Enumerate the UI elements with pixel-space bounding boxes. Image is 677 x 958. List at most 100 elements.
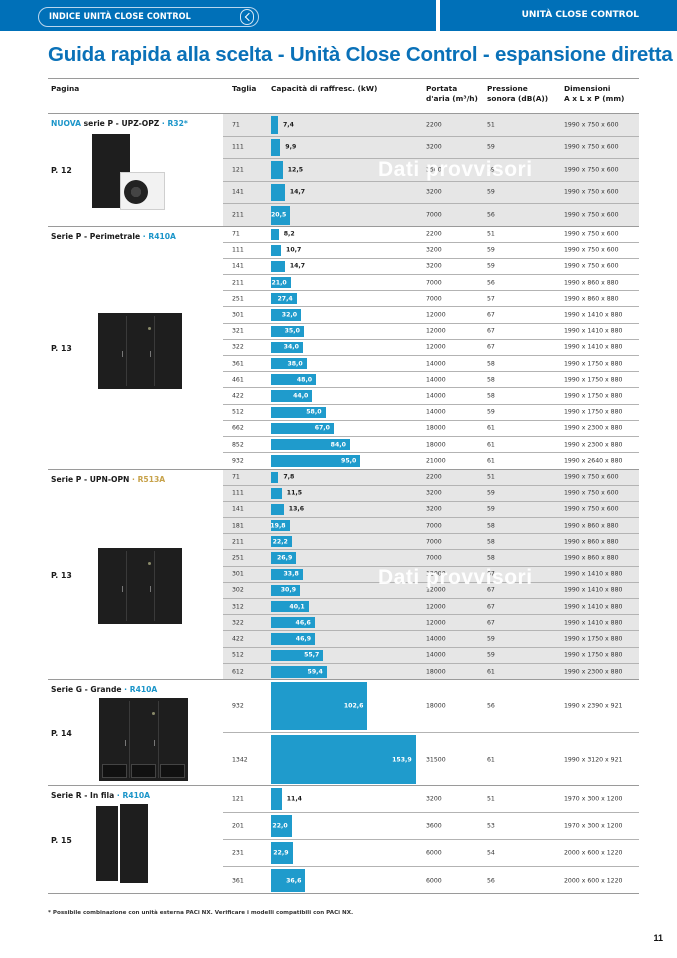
cell-dimensioni: 1990 x 3120 x 921	[564, 756, 623, 764]
cell-dimensioni: 1990 x 750 x 600	[564, 188, 619, 196]
cell-portata: 14000	[426, 360, 446, 368]
capacity-value: 30,9	[280, 586, 297, 594]
cell-taglia: 361	[232, 877, 244, 885]
col-dimensioni-line2: A x L x P (mm)	[564, 94, 625, 103]
control-panel-led	[148, 561, 152, 565]
col-taglia: Taglia	[232, 84, 257, 93]
page-reference-link[interactable]: P. 13	[51, 344, 72, 353]
capacity-bar	[271, 568, 303, 580]
footnote: * Possibile combinazione con unità ester…	[48, 910, 354, 916]
cell-pressione: 59	[487, 188, 495, 196]
table-body: NUOVA serie P - UPZ-OPZ · R32* P. 12 71 7,4…	[48, 114, 639, 895]
index-link-label: INDICE UNITÀ CLOSE CONTROL	[49, 12, 191, 22]
cell-taglia: 422	[232, 392, 244, 400]
capacity-value: 7,4	[282, 121, 294, 129]
cell-dimensioni: 1990 x 1410 x 880	[564, 570, 623, 578]
cell-taglia: 612	[232, 668, 244, 676]
cell-dimensioni: 1990 x 750 x 600	[564, 211, 619, 219]
capacity-value: 14,7	[289, 262, 306, 270]
cell-dimensioni: 1990 x 1410 x 880	[564, 327, 623, 335]
cell-dimensioni: 1990 x 1750 x 880	[564, 635, 623, 643]
cell-portata: 21000	[426, 457, 446, 465]
cell-portata: 3200	[426, 505, 442, 513]
cell-taglia: 422	[232, 635, 244, 643]
cell-pressione: 67	[487, 327, 495, 335]
table-row: 301 33,8 12000 67 1990 x 1410 x 880	[223, 567, 639, 583]
cell-taglia: 71	[232, 230, 240, 238]
capacity-value: 27,4	[277, 295, 293, 303]
series-title: NUOVA serie P - UPZ-OPZ · R32*	[51, 119, 188, 128]
cell-taglia: 181	[232, 522, 244, 530]
capacity-bar	[271, 815, 292, 838]
series-separator: ·	[114, 791, 123, 801]
cabinet-handle	[124, 739, 126, 746]
capacity-value: 84,0	[330, 441, 346, 449]
cell-taglia: 251	[232, 554, 244, 562]
cell-pressione: 67	[487, 343, 495, 351]
control-panel-led	[148, 326, 152, 330]
table-row: 322 34,0 12000 67 1990 x 1410 x 880	[223, 340, 639, 356]
capacity-value: 14,7	[289, 188, 306, 196]
page-reference-link[interactable]: P. 13	[51, 570, 72, 580]
capacity-bar	[271, 487, 282, 499]
cell-pressione: 58	[487, 376, 495, 384]
cabinet-door-line	[126, 550, 127, 621]
capacity-bar	[271, 228, 279, 240]
capacity-value: 22,2	[272, 538, 288, 546]
table-row: 181 19,8 7000 58 1990 x 860 x 880	[223, 518, 639, 535]
cell-portata: 12000	[426, 619, 446, 627]
refrigerant-label: R513A	[137, 474, 166, 484]
cell-portata: 3200	[426, 246, 442, 254]
table-row: 141 13,6 3200 59 1990 x 750 x 600	[223, 502, 639, 519]
capacity-bar	[271, 842, 293, 865]
series-separator: ·	[121, 685, 130, 695]
cell-pressione: 61	[487, 441, 495, 449]
capacity-bar	[271, 309, 302, 321]
capacity-value: 102,6	[343, 702, 364, 710]
cell-dimensioni: 1990 x 1410 x 880	[564, 586, 623, 594]
cell-dimensioni: 1990 x 2390 x 921	[564, 702, 623, 710]
capacity-bar	[271, 390, 313, 402]
col-pressione: Pressione sonora (dB(A))	[487, 84, 548, 104]
cell-dimensioni: 1970 x 300 x 1200	[564, 822, 623, 830]
indoor-unit-image	[99, 698, 188, 782]
capacity-value: 67,0	[314, 424, 330, 432]
table-row: 211 20,5 7000 56 1990 x 750 x 600	[223, 204, 639, 227]
cell-portata: 2200	[426, 230, 442, 238]
page-reference-link[interactable]: P. 12	[51, 166, 72, 176]
cell-pressione: 59	[487, 166, 495, 174]
cell-pressione: 59	[487, 262, 495, 270]
cell-pressione: 57	[487, 295, 495, 303]
cell-portata: 12000	[426, 343, 446, 351]
table-row: 312 40,1 12000 67 1990 x 1410 x 880	[223, 599, 639, 616]
cell-pressione: 53	[487, 822, 495, 830]
cell-dimensioni: 1990 x 2300 x 880	[564, 424, 623, 432]
cell-dimensioni: 1990 x 1750 x 880	[564, 392, 623, 400]
cell-portata: 6000	[426, 849, 442, 857]
cell-taglia: 512	[232, 408, 244, 416]
capacity-bar	[271, 520, 290, 532]
series-title: Serie P - UPN-OPN · R513A	[51, 475, 165, 484]
top-bar-left: INDICE UNITÀ CLOSE CONTROL	[0, 0, 436, 31]
chevron-left-icon[interactable]	[240, 9, 254, 25]
capacity-bar	[271, 138, 281, 156]
cell-pressione: 56	[487, 211, 495, 219]
cell-dimensioni: 1990 x 750 x 600	[564, 143, 619, 151]
table-row: 71 7,8 2200 51 1990 x 750 x 600	[223, 470, 639, 486]
table-row: 121 12,5 3500 59 1990 x 750 x 600	[223, 159, 639, 182]
capacity-bar	[271, 325, 304, 337]
page-number: 11	[653, 933, 663, 943]
capacity-value: 26,9	[277, 554, 293, 562]
cell-taglia: 361	[232, 360, 244, 368]
cell-dimensioni: 1990 x 750 x 600	[564, 262, 619, 270]
cell-pressione: 59	[487, 505, 495, 513]
cell-taglia: 211	[232, 211, 244, 219]
cell-portata: 2200	[426, 121, 442, 129]
index-link-button[interactable]: INDICE UNITÀ CLOSE CONTROL	[38, 7, 259, 27]
page-reference-link[interactable]: P. 14	[51, 729, 72, 739]
col-pressione-line1: Pressione	[487, 84, 528, 93]
page-reference-link[interactable]: P. 15	[51, 836, 72, 846]
group-1: Serie P - Perimetrale · R410A P. 13 71 8,2 2…	[48, 227, 639, 470]
capacity-value: 22,9	[273, 849, 289, 857]
group-rows: 121 11,4 3200 51 1970 x 300 x 1200 201 22,0 360…	[223, 786, 639, 893]
